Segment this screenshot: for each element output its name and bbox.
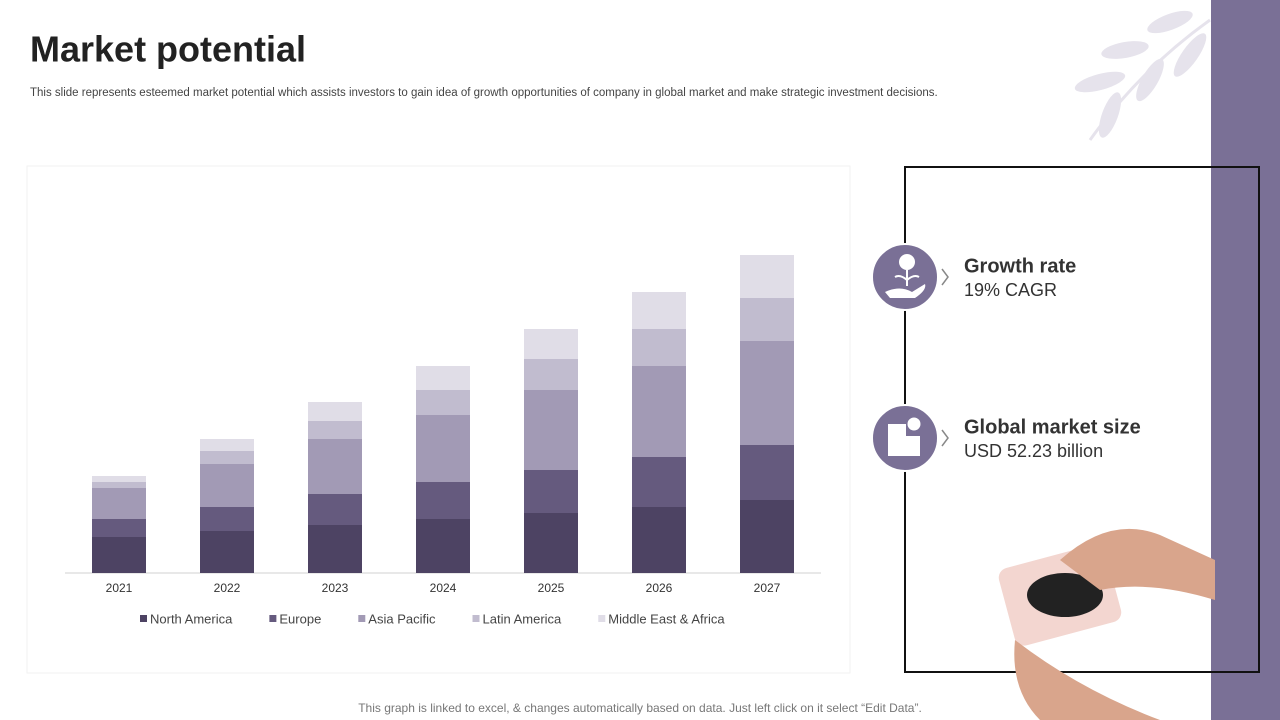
bar-segment — [632, 457, 686, 507]
bar-segment — [92, 482, 146, 488]
bar-segment — [308, 525, 362, 573]
title: Market potential — [30, 29, 306, 70]
bar-segment — [416, 366, 470, 390]
bar-segment — [308, 421, 362, 439]
bar-segment — [524, 329, 578, 359]
subtitle: This slide represents esteemed market po… — [30, 87, 938, 99]
bar-segment — [740, 298, 794, 341]
legend-label: North America — [150, 611, 233, 626]
bar-segment — [200, 464, 254, 507]
bar-segment — [200, 531, 254, 573]
x-tick-label: 2021 — [106, 581, 133, 595]
legend-swatch — [472, 615, 480, 622]
bar-segment — [308, 402, 362, 421]
bar-segment — [524, 470, 578, 513]
legend-label: Middle East & Africa — [608, 611, 725, 626]
bar-segment — [740, 445, 794, 500]
bar-segment — [632, 366, 686, 457]
bar-segment — [524, 359, 578, 390]
bar-segment — [92, 476, 146, 482]
x-tick-label: 2023 — [322, 581, 349, 595]
x-tick-label: 2027 — [754, 581, 781, 595]
growth-icon — [871, 243, 949, 311]
bar-segment — [308, 439, 362, 494]
bar-segment — [524, 390, 578, 470]
metric-value: 19% CAGR — [964, 280, 1057, 300]
x-tick-label: 2026 — [646, 581, 673, 595]
bar-segment — [92, 488, 146, 519]
bar-segment — [92, 519, 146, 537]
bar-segment — [740, 255, 794, 298]
bar-segment — [92, 537, 146, 573]
bar-segment — [200, 451, 254, 464]
bar-segment — [308, 494, 362, 525]
x-tick-label: 2025 — [538, 581, 565, 595]
legend-label: Asia Pacific — [368, 611, 436, 626]
bar-segment — [200, 507, 254, 531]
legend-label: Europe — [279, 611, 321, 626]
metric-label: Growth rate — [964, 255, 1076, 277]
x-tick-label: 2024 — [430, 581, 457, 595]
bar-segment — [416, 415, 470, 482]
chart: 2021 2022 2023 2024 2025 2026 2027 North Americ… — [92, 255, 794, 626]
side-strip — [1211, 0, 1280, 720]
bar-segment — [740, 341, 794, 445]
bar-segment — [632, 507, 686, 573]
bar-segment — [200, 439, 254, 451]
leaf-decoration — [1074, 10, 1211, 141]
footer-note: This graph is linked to excel, & changes… — [358, 701, 922, 715]
legend-label: Latin America — [483, 611, 563, 626]
bar-segment — [416, 519, 470, 573]
legend-swatch — [269, 615, 277, 622]
metric-label: Global market size — [964, 416, 1141, 438]
bar-segment — [416, 482, 470, 519]
metric-value: USD 52.23 billion — [964, 441, 1103, 461]
legend-swatch — [140, 615, 147, 622]
market-icon — [871, 404, 949, 472]
product-photo — [998, 528, 1215, 720]
legend-swatch — [598, 615, 606, 622]
legend-swatch — [358, 615, 366, 622]
bar-segment — [632, 329, 686, 366]
x-tick-label: 2022 — [214, 581, 241, 595]
bar-segment — [524, 513, 578, 573]
bar-segment — [632, 292, 686, 329]
bar-segment — [740, 500, 794, 573]
bar-segment — [416, 390, 470, 415]
